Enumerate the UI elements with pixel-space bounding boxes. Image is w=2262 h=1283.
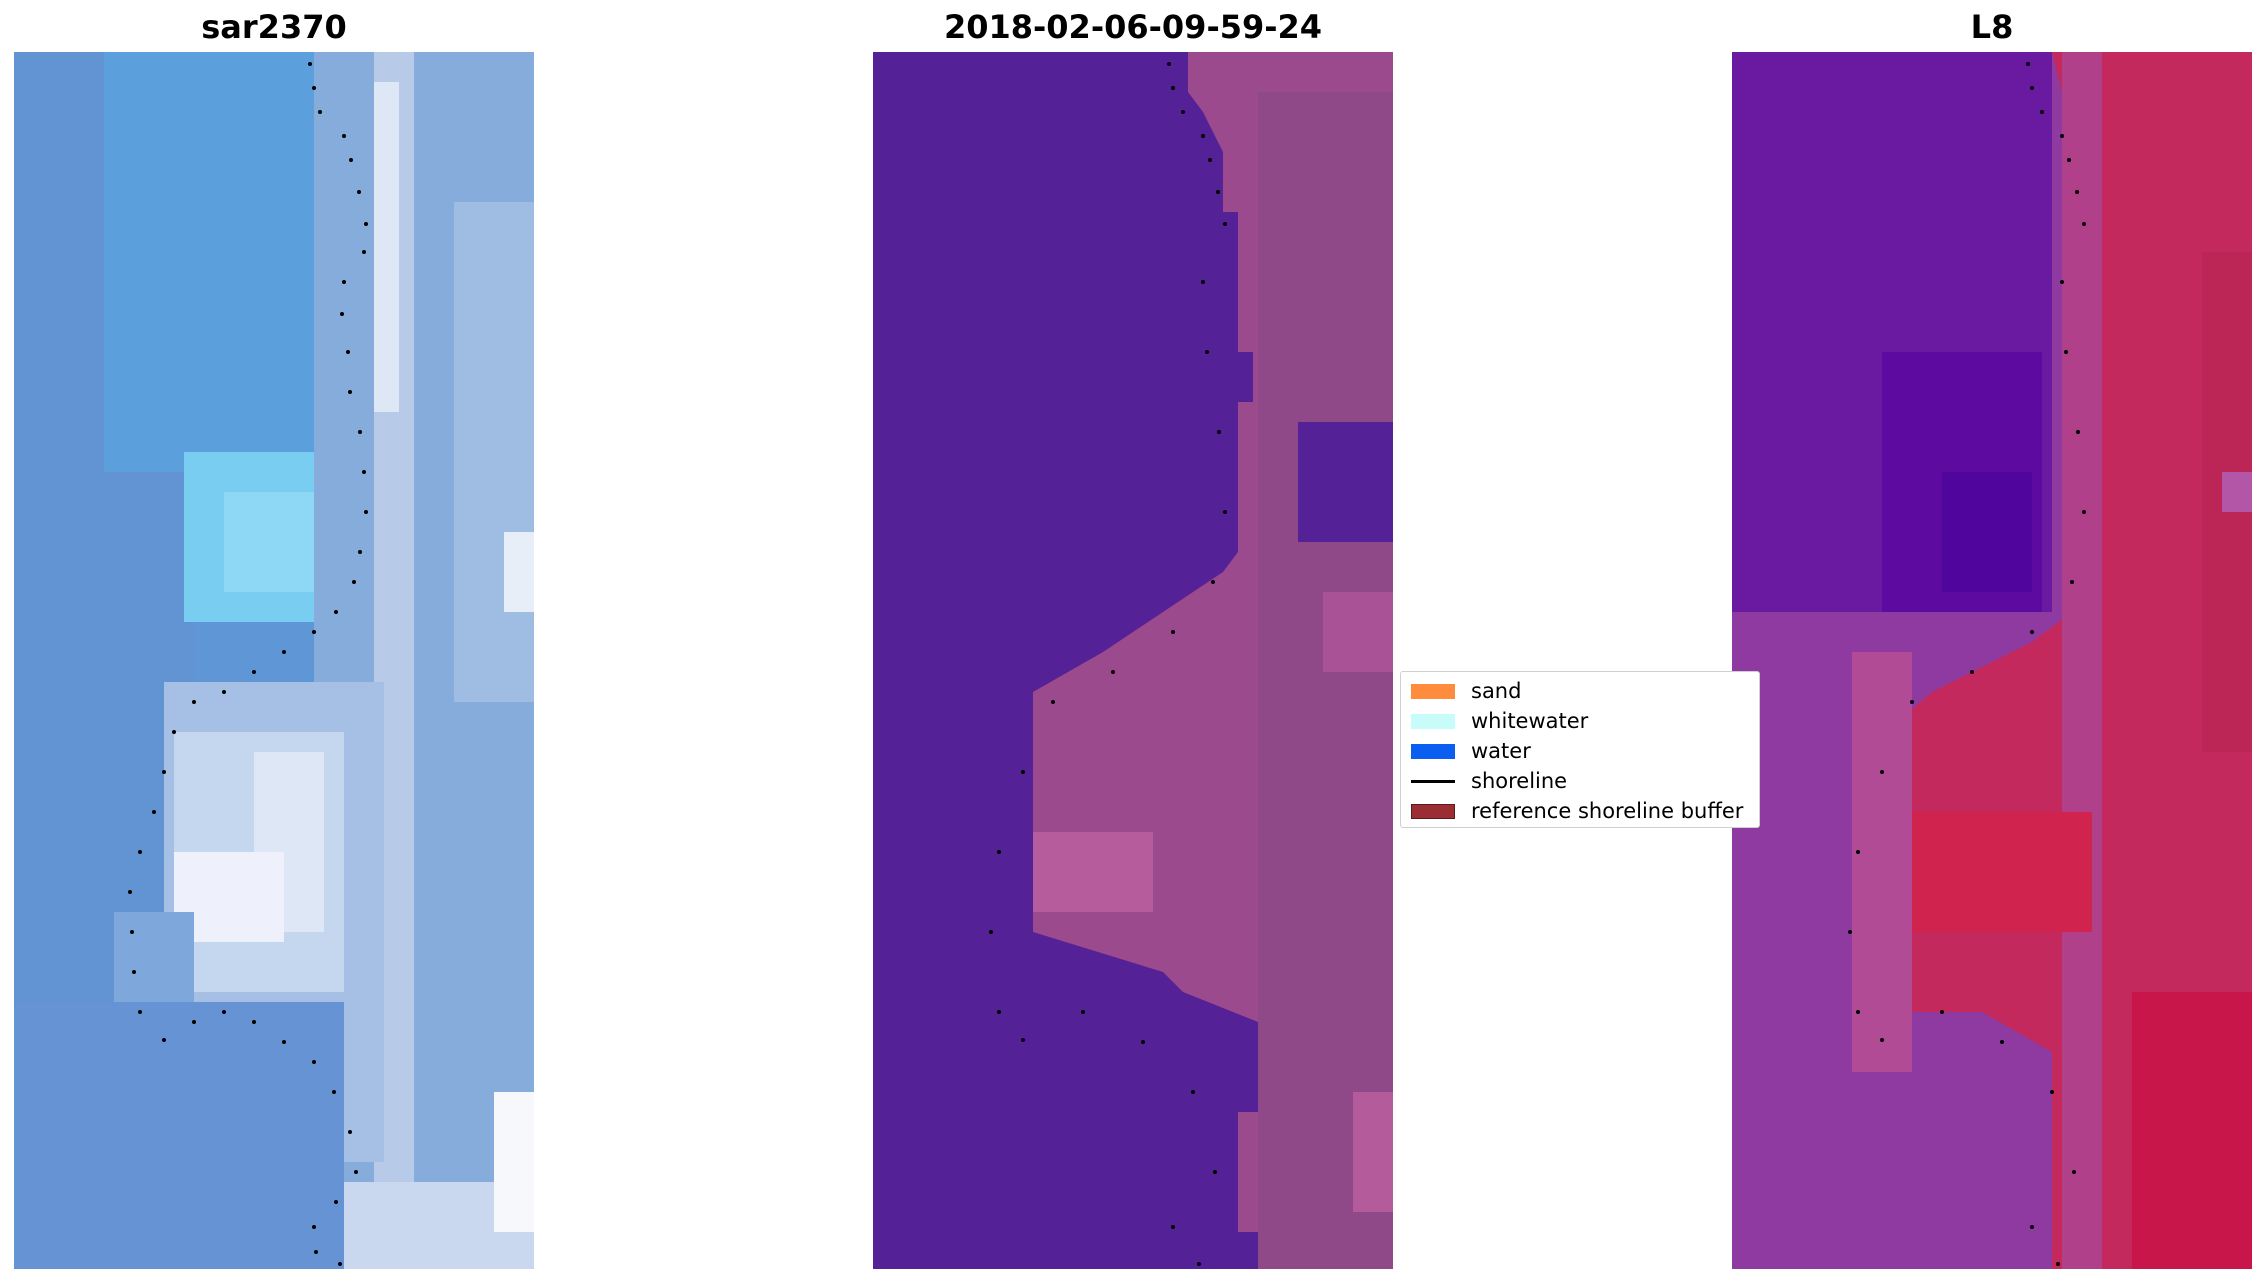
legend-item-sand: sand [1411, 678, 1521, 704]
reference-buffer-swatch [1411, 803, 1455, 819]
classified-shoreline-dots [989, 62, 1227, 1266]
legend-label-reference-buffer: reference shoreline buffer [1471, 799, 1744, 823]
shoreline-line-swatch [1411, 779, 1455, 783]
legend-item-whitewater: whitewater [1411, 708, 1588, 734]
l8-image [1732, 52, 2252, 1269]
legend: sand whitewater water shoreline referenc… [1400, 671, 1760, 828]
legend-label-water: water [1471, 739, 1531, 763]
water-swatch [1411, 743, 1455, 759]
panel-title-sar: sar2370 [201, 8, 347, 46]
l8-image-panel [1732, 52, 2252, 1269]
sand-swatch [1411, 683, 1455, 699]
l8-shoreline-dots [1848, 62, 2086, 1266]
legend-label-shoreline: shoreline [1471, 769, 1568, 793]
legend-label-whitewater: whitewater [1471, 709, 1589, 733]
sar-image-panel [14, 52, 534, 1269]
classified-image [873, 52, 1393, 1269]
legend-item-water: water [1411, 738, 1531, 764]
legend-item-shoreline: shoreline [1411, 768, 1567, 794]
legend-item-reference-buffer: reference shoreline buffer [1411, 798, 1743, 824]
classified-image-panel [873, 52, 1393, 1269]
sar-image [14, 52, 534, 1269]
shoreline-dots [128, 62, 368, 1266]
panel-title-l8: L8 [1970, 8, 2014, 46]
legend-label-sand: sand [1471, 679, 1522, 703]
whitewater-swatch [1411, 713, 1455, 729]
panel-title-classified: 2018-02-06-09-59-24 [943, 8, 1323, 46]
